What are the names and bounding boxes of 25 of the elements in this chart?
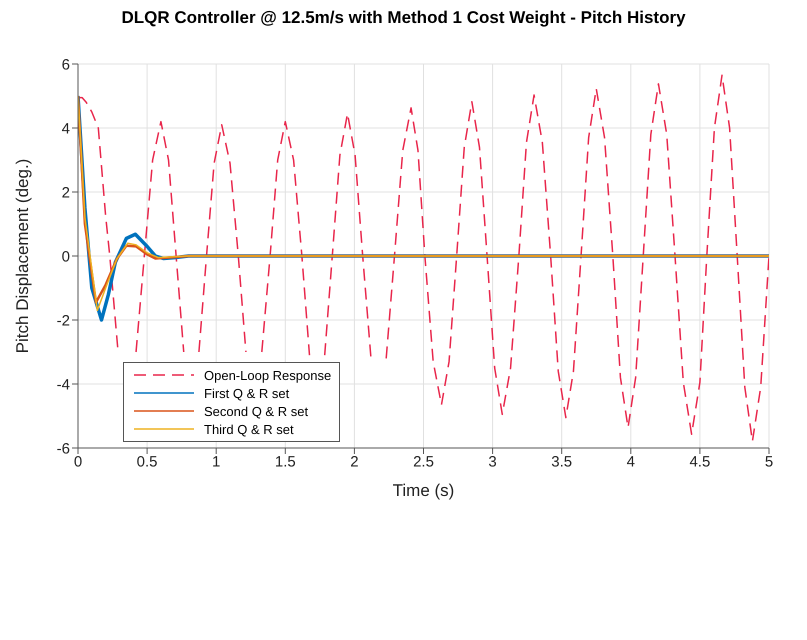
x-tick-label: 0.5 [136,454,158,471]
legend-label: Open-Loop Response [204,368,332,382]
x-tick-label: 1.5 [274,454,296,471]
y-tick-label: -2 [56,312,70,330]
y-tick-label: -6 [56,440,70,458]
legend-label: Second Q & R set [204,404,308,418]
x-tick-label: 3.5 [551,454,572,471]
x-tick-label: 4.5 [689,454,710,471]
y-tick-label: 2 [62,184,70,202]
x-tick-label: 1 [212,454,220,471]
legend-label: Third Q & R set [204,422,294,436]
y-tick-label: -4 [56,376,70,394]
legend-label: First Q & R set [204,386,290,400]
x-axis-title: Time (s) [392,481,454,500]
x-tick-label: 3 [488,454,497,471]
y-tick-label: 6 [62,56,70,74]
x-tick-label: 5 [764,454,774,471]
y-axis-title: Pitch Displacement (deg.) [13,158,32,354]
chart-title: DLQR Controller @ 12.5m/s with Method 1 Cost Weight - Pitch History [120,8,687,29]
y-tick-label: 0 [62,248,70,266]
y-tick-label: 4 [62,120,70,138]
x-tick-label: 0 [74,454,82,471]
x-tick-label: 2.5 [413,454,434,471]
x-tick-label: 4 [626,454,635,471]
x-tick-label: 2 [350,454,359,471]
